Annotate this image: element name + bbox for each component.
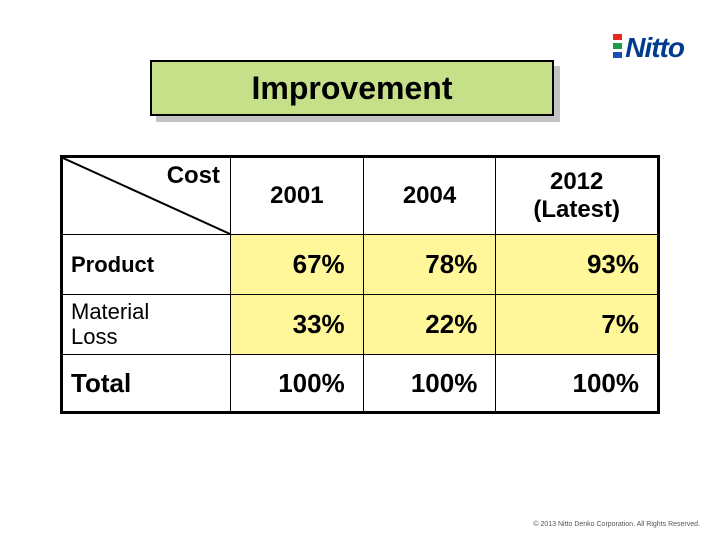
cell-product-2012: 93%: [496, 235, 659, 295]
cell-total-2004: 100%: [363, 355, 496, 413]
cell-product-2004: 78%: [363, 235, 496, 295]
col-header-2012: 2012 (Latest): [496, 157, 659, 235]
logo-bar-3: [613, 52, 622, 58]
logo-text: Nitto: [625, 32, 684, 63]
row-label-product: Product: [62, 235, 231, 295]
slide-title-container: Improvement: [150, 60, 554, 116]
table-corner-cell: Cost: [62, 157, 231, 235]
cell-material-2004: 22%: [363, 295, 496, 355]
logo-bars-icon: [613, 34, 622, 61]
cell-product-2001: 67%: [231, 235, 364, 295]
col-header-2001: 2001: [231, 157, 364, 235]
brand-logo: Nitto: [625, 32, 684, 64]
table-row: Product 67% 78% 93%: [62, 235, 659, 295]
improvement-table-container: Cost 2001 2004 2012 (Latest) Product 67%…: [60, 155, 660, 414]
table-row: Total 100% 100% 100%: [62, 355, 659, 413]
table-corner-label: Cost: [167, 162, 220, 190]
table-row: Material Loss 33% 22% 7%: [62, 295, 659, 355]
logo-bar-1: [613, 34, 622, 40]
improvement-table: Cost 2001 2004 2012 (Latest) Product 67%…: [60, 155, 660, 414]
cell-total-2001: 100%: [231, 355, 364, 413]
cell-material-2012: 7%: [496, 295, 659, 355]
row-label-material-loss: Material Loss: [62, 295, 231, 355]
cell-material-2001: 33%: [231, 295, 364, 355]
row-label-total: Total: [62, 355, 231, 413]
copyright-text: © 2013 Nitto Denko Corporation. All Righ…: [533, 521, 700, 528]
col-header-2004: 2004: [363, 157, 496, 235]
slide-title: Improvement: [150, 60, 554, 116]
cell-total-2012: 100%: [496, 355, 659, 413]
logo-bar-2: [613, 43, 622, 49]
table-header-row: Cost 2001 2004 2012 (Latest): [62, 157, 659, 235]
